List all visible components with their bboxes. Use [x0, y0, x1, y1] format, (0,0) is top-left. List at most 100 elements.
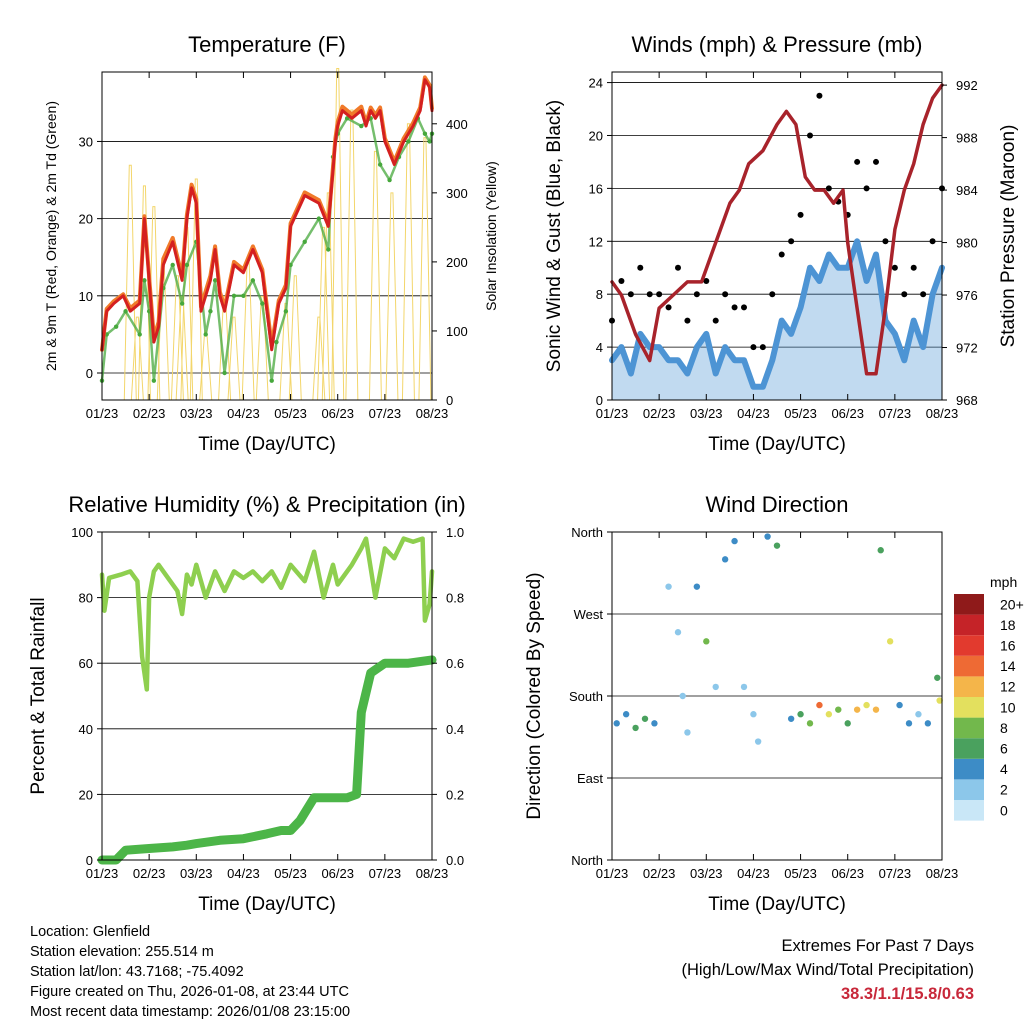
gust-point: [788, 238, 795, 245]
elevation-text: Station elevation: 255.514 m: [30, 944, 214, 960]
colorbar-label: 0: [1000, 802, 1008, 818]
x-tick-label: 04/23: [737, 866, 770, 881]
gust-point: [627, 291, 634, 298]
solar-spike: [255, 295, 269, 401]
gust-point: [684, 317, 691, 324]
x-tick-label: 07/23: [369, 866, 402, 881]
direction-point: [797, 711, 804, 718]
extremes-box: Extremes For Past 7 Days (High/Low/Max W…: [681, 934, 974, 1006]
colorbar-cell: [954, 738, 984, 759]
gust-point: [920, 291, 927, 298]
panel-humidity: 01/23 02/23 03/23 04/23 05/23 06/23 07/23 08/23…: [28, 492, 466, 915]
colorbar-cell: [954, 614, 984, 636]
direction-point: [613, 720, 620, 727]
x-tick-label: 01/23: [86, 866, 119, 881]
gust-point: [665, 304, 672, 311]
colorbar-label: 20+: [1000, 596, 1024, 612]
x-tick-label: 08/23: [416, 406, 449, 421]
solar-spike: [401, 123, 415, 401]
direction-point: [835, 706, 842, 713]
gust-point: [854, 158, 861, 165]
direction-point: [740, 683, 748, 691]
direction-point: [754, 738, 762, 745]
wind-line: [609, 238, 945, 390]
gust-point: [825, 185, 832, 192]
y-tick-label: 60: [79, 656, 93, 671]
panel-wind_direction: 01/23 02/23 03/23 04/23 05/23 06/23 07/23 08/23…: [524, 492, 1024, 915]
y-tick-right-label: 200: [446, 255, 468, 270]
plot-frame: [101, 71, 433, 401]
chart-title: Wind Direction: [705, 492, 848, 517]
colorbar-title: mph: [990, 574, 1017, 590]
y-tick-label: 30: [79, 134, 93, 149]
direction-point: [651, 720, 658, 727]
solar-spike: [130, 316, 144, 401]
x-tick-label: 07/23: [369, 406, 402, 421]
y-tick-label: West: [574, 607, 604, 622]
colorbar-cell: [954, 717, 984, 739]
location-text: Location: Glenfield: [30, 924, 151, 940]
direction-point: [684, 729, 691, 736]
y-tick-right-label: 300: [446, 186, 468, 201]
y-tick-label: East: [577, 771, 603, 786]
x-axis-label: Time (Day/UTC): [198, 894, 336, 915]
gust-point: [882, 238, 889, 245]
y-tick-right-label: 400: [446, 117, 468, 132]
solar-spike: [170, 275, 184, 401]
x-tick-label: 08/23: [416, 866, 449, 881]
x-tick-label: 03/23: [180, 406, 213, 421]
y-tick-label: 16: [589, 181, 603, 196]
y-tick-label: North: [571, 853, 603, 868]
colorbar-cell: [954, 697, 984, 718]
colorbar-label: 12: [1000, 679, 1016, 695]
y-tick-label: 20: [79, 212, 93, 227]
direction-point: [764, 533, 771, 540]
direction-point: [877, 547, 884, 554]
direction-point: [632, 724, 639, 732]
solar-spike: [288, 275, 302, 401]
x-tick-label: 07/23: [879, 866, 912, 881]
chart-title: Temperature (F): [188, 32, 346, 57]
temp-2m-line: [100, 78, 434, 352]
solar-spike: [317, 226, 331, 401]
panel-winds: 01/23 02/23 03/23 04/23 05/23 06/23 07/23 08/23…: [544, 32, 1019, 455]
dewpoint-line: [100, 117, 434, 382]
colorbar-label: 8: [1000, 720, 1008, 736]
x-tick-label: 05/23: [784, 866, 817, 881]
x-tick-label: 06/23: [321, 406, 354, 421]
direction-point: [679, 692, 686, 700]
direction-point: [816, 701, 823, 709]
plot-frame: [611, 71, 943, 401]
y-tick-label: North: [571, 525, 603, 540]
colorbar-cell: [954, 594, 984, 615]
solar-spike: [312, 316, 326, 401]
y-axis-right-label: Station Pressure (Maroon): [998, 125, 1019, 348]
y-tick-right-label: 988: [956, 131, 978, 146]
gust-point: [769, 291, 776, 298]
direction-point: [773, 542, 781, 549]
x-tick-label: 03/23: [690, 866, 723, 881]
colorbar-cell: [954, 800, 984, 821]
colorbar-cell: [954, 779, 984, 800]
gust-point: [816, 92, 823, 99]
direction-point: [721, 556, 729, 563]
y-tick-label: 24: [589, 76, 603, 91]
humidity-line: [99, 536, 435, 692]
x-tick-label: 06/23: [321, 866, 354, 881]
direction-point: [936, 697, 943, 704]
solar-spike: [321, 192, 335, 401]
y-tick-label: 10: [79, 289, 93, 304]
solar-spike: [368, 150, 382, 401]
colorbar: 0 2 4 6 8 10 12 14 16 18 20+ mph: [954, 574, 1024, 821]
x-axis-label: Time (Day/UTC): [708, 894, 846, 915]
x-tick-label: 05/23: [784, 406, 817, 421]
direction-point: [863, 701, 870, 709]
gust-point: [759, 344, 766, 351]
chart-title: Relative Humidity (%) & Precipitation (i…: [68, 492, 465, 517]
y-axis-label: Percent & Total Rainfall: [28, 597, 49, 794]
y-tick-right-label: 0.8: [446, 591, 464, 606]
y-tick-right-label: 1.0: [446, 525, 464, 540]
x-tick-label: 04/23: [227, 866, 260, 881]
y-tick-label: 100: [71, 525, 93, 540]
gust-point: [863, 185, 870, 192]
